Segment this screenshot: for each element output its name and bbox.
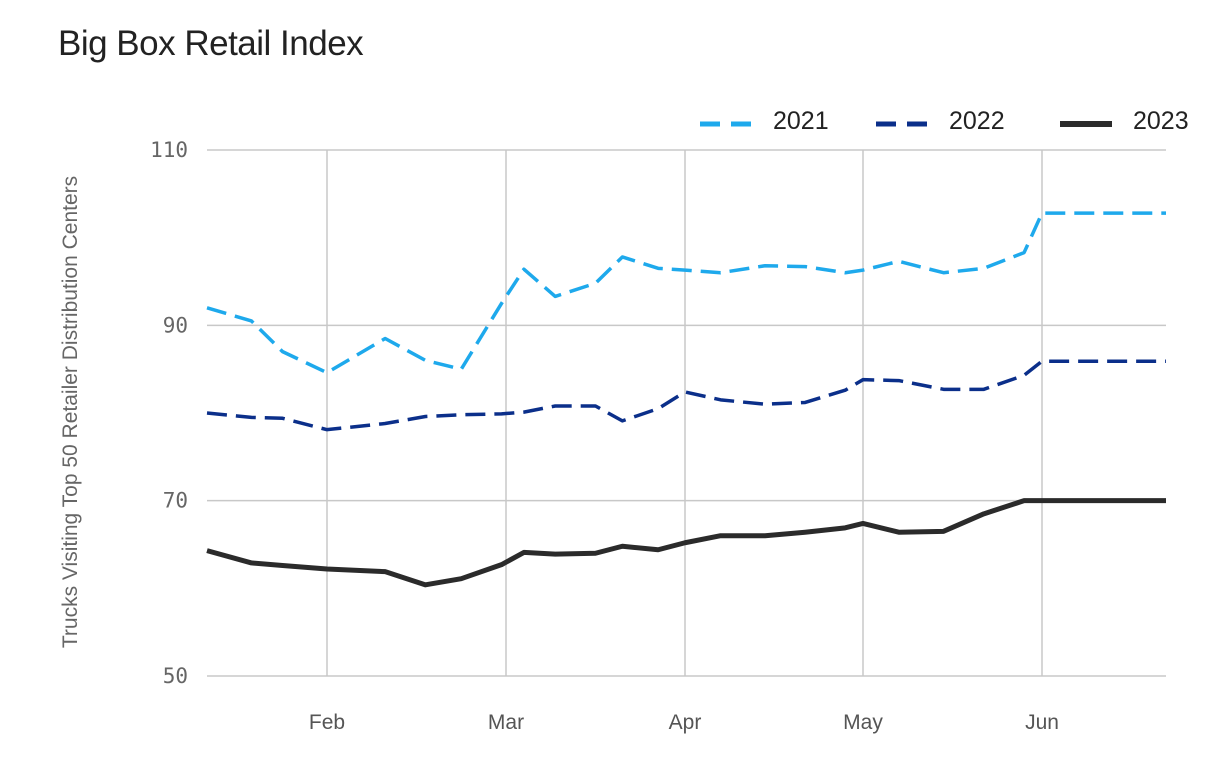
legend: 2021 2022 2023: [700, 107, 1189, 135]
x-tick-label: May: [843, 711, 883, 734]
y-axis-label: Trucks Visiting Top 50 Retailer Distribu…: [59, 176, 82, 648]
y-tick-label: 90: [163, 313, 188, 337]
legend-label: 2021: [773, 107, 829, 135]
y-tick-label: 70: [163, 489, 188, 513]
x-tick-label: Mar: [488, 711, 524, 734]
x-tick-label: Apr: [669, 711, 702, 734]
legend-label: 2023: [1133, 107, 1189, 135]
y-tick-label: 110: [150, 138, 188, 162]
series-line-2021: [206, 211, 1166, 375]
chart-title: Big Box Retail Index: [58, 24, 364, 63]
y-tick-label: 50: [163, 664, 188, 688]
x-axis-ticks: Feb Mar Apr May Jun: [309, 711, 1059, 734]
series-lines: [206, 211, 1166, 588]
series-line-2023: [206, 498, 1166, 588]
y-axis-ticks: 50 70 90 110: [150, 138, 188, 688]
grid-lines: [207, 149, 1166, 677]
series-line-2022: [206, 359, 1166, 432]
x-tick-label: Feb: [309, 711, 345, 734]
legend-label: 2022: [949, 107, 1005, 135]
x-tick-label: Jun: [1025, 711, 1059, 734]
